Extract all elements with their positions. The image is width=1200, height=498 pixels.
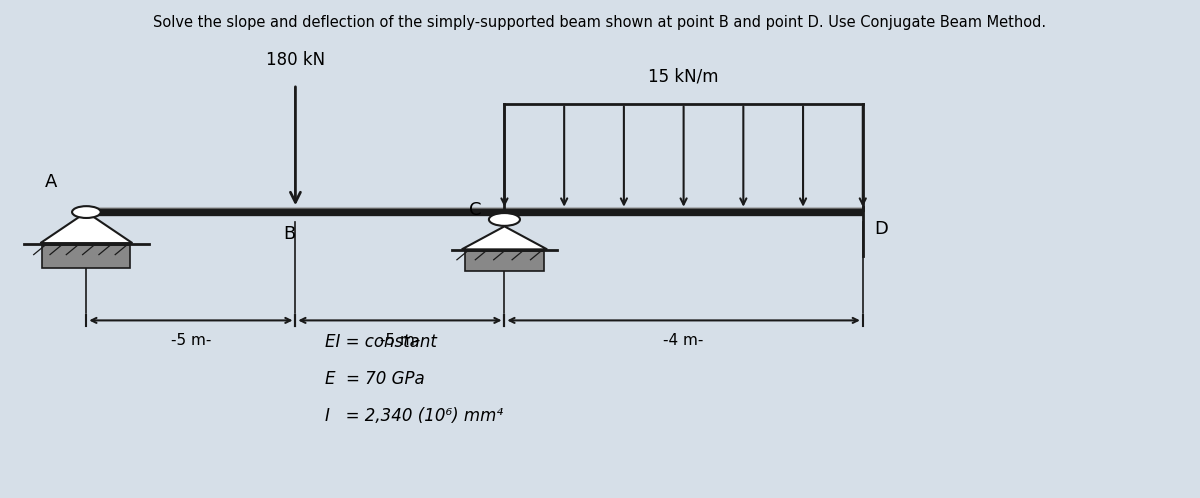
Text: -5 m-: -5 m- — [379, 333, 420, 348]
Circle shape — [72, 206, 101, 218]
Text: E  = 70 GPa: E = 70 GPa — [325, 371, 425, 388]
Text: A: A — [44, 173, 56, 191]
Text: EI = constant: EI = constant — [325, 334, 437, 352]
Text: I   = 2,340 (10⁶) mm⁴: I = 2,340 (10⁶) mm⁴ — [325, 407, 503, 425]
Polygon shape — [462, 227, 547, 249]
Text: -5 m-: -5 m- — [170, 333, 211, 348]
Text: C: C — [469, 201, 481, 219]
Text: -4 m-: -4 m- — [664, 333, 703, 348]
Text: 180 kN: 180 kN — [266, 51, 325, 69]
Circle shape — [488, 213, 520, 226]
Text: D: D — [875, 220, 888, 238]
Text: B: B — [283, 225, 295, 243]
FancyBboxPatch shape — [42, 245, 131, 268]
Polygon shape — [41, 212, 132, 243]
FancyBboxPatch shape — [466, 251, 544, 270]
Text: 15 kN/m: 15 kN/m — [648, 67, 719, 85]
Text: Solve the slope and deflection of the simply-supported beam shown at point B and: Solve the slope and deflection of the si… — [154, 15, 1046, 30]
